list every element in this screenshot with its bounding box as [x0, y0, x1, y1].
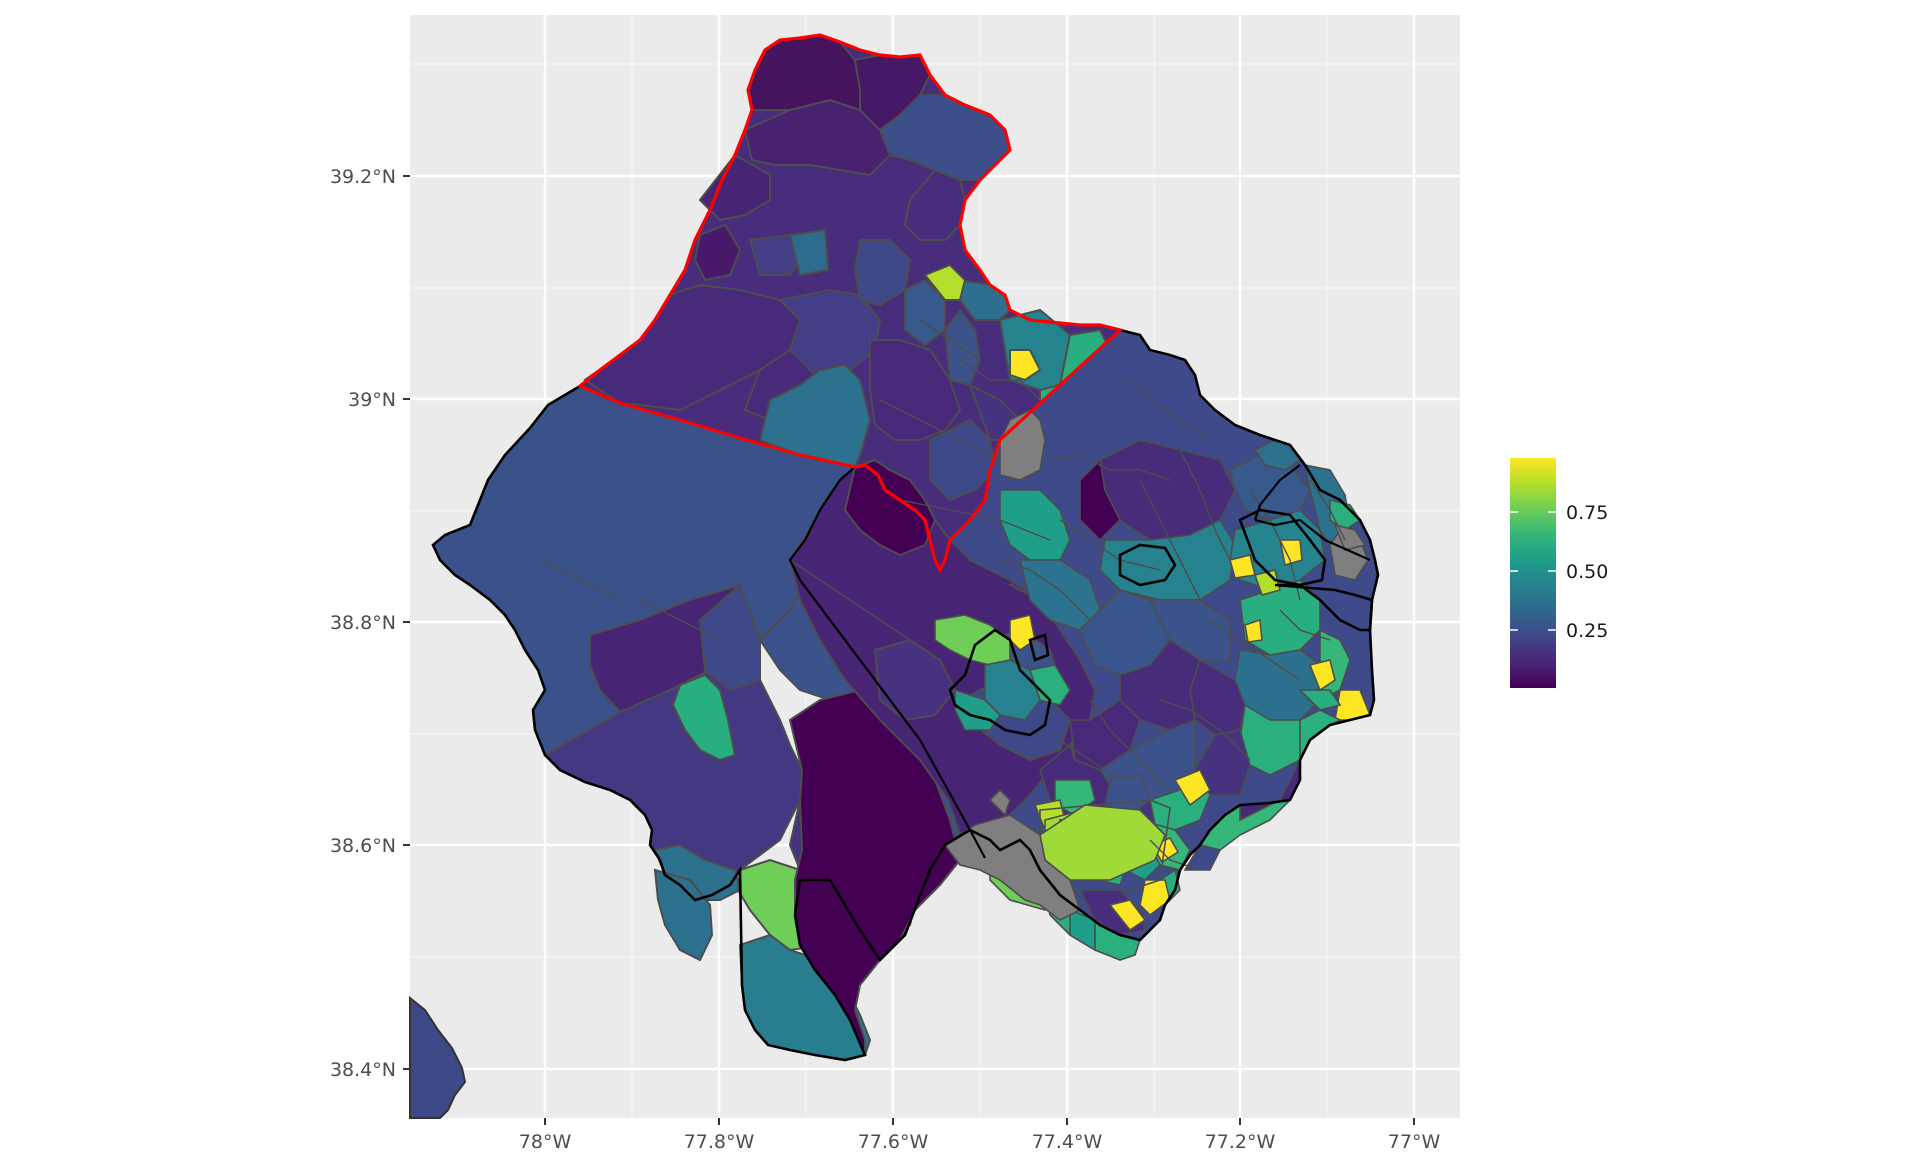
highlight-outline — [576, 33, 1124, 574]
missing-areas — [943, 409, 1367, 921]
y-tick-label: 38.4°N — [330, 1059, 396, 1081]
color-legend: 0.75 0.50 0.25 — [1510, 458, 1608, 688]
x-tick-label: 77.2°W — [1205, 1131, 1276, 1152]
x-axis: 78°W 77.8°W 77.6°W 77.4°W 77.2°W 77°W — [519, 1118, 1441, 1152]
y-tick-label: 39.2°N — [330, 166, 396, 188]
legend-tick-label: 0.75 — [1566, 502, 1608, 524]
x-tick-label: 77°W — [1388, 1131, 1441, 1152]
y-tick-label: 39°N — [348, 389, 396, 411]
x-tick-label: 78°W — [519, 1131, 572, 1152]
city-boundaries — [948, 508, 1374, 737]
y-tick-label: 38.6°N — [330, 835, 396, 857]
county-lines — [788, 464, 1371, 859]
y-axis: 39.2°N 39°N 38.8°N 38.6°N 38.4°N — [330, 166, 410, 1081]
region-outline — [431, 328, 1380, 1062]
legend-colorbar — [1510, 458, 1556, 688]
neighbor-county — [409, 995, 467, 1119]
x-tick-label: 77.6°W — [858, 1131, 929, 1152]
x-tick-label: 77.8°W — [684, 1131, 755, 1152]
legend-tick-label: 0.25 — [1566, 620, 1608, 642]
y-tick-label: 38.8°N — [330, 612, 396, 634]
x-tick-label: 77.4°W — [1032, 1131, 1103, 1152]
legend-tick-label: 0.50 — [1566, 561, 1608, 583]
